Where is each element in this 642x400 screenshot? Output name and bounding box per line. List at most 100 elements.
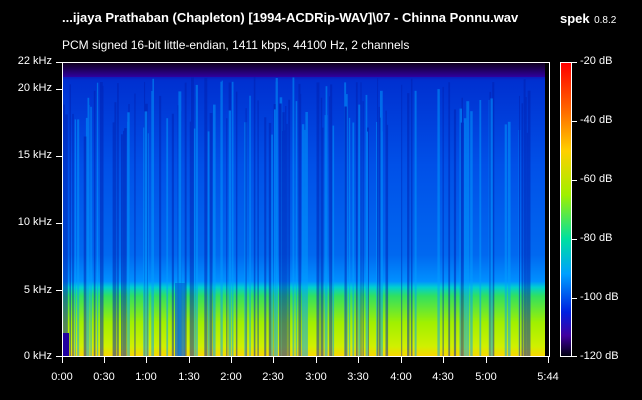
freq-label-22khz: 22 kHz <box>17 55 52 67</box>
time-label: 4:30 <box>432 371 454 383</box>
freq-tick <box>56 223 62 224</box>
freq-tick <box>56 156 62 157</box>
spectrogram-streak <box>437 89 440 356</box>
time-tick <box>401 357 402 363</box>
freq-tick <box>56 356 62 357</box>
spectrogram-streak <box>112 122 115 356</box>
spectrogram-streak <box>209 113 213 356</box>
db-label: -60 dB <box>580 173 613 185</box>
spectrogram-streak <box>523 79 526 356</box>
freq-label-0khz: 0 kHz <box>23 350 52 362</box>
spectrogram-streak <box>366 131 368 356</box>
db-tick <box>572 121 577 122</box>
spectrogram-streak <box>144 111 148 356</box>
db-tick <box>572 298 577 299</box>
spectrogram-streak <box>127 121 129 356</box>
spectrogram-streak <box>117 83 119 356</box>
spectrogram-streak <box>285 106 287 356</box>
spectrogram-streak <box>282 131 285 356</box>
spectrogram-streak <box>171 113 174 356</box>
db-label: -20 dB <box>580 55 613 67</box>
spectrogram-streak <box>414 90 417 356</box>
spectrogram-streak <box>191 77 194 356</box>
spectrogram-streak <box>324 115 328 356</box>
time-tick <box>548 357 549 363</box>
spectrogram-streak <box>257 100 259 356</box>
freq-label-10khz: 10 kHz <box>17 216 52 228</box>
time-label: 3:30 <box>347 371 369 383</box>
spectrogram-streak <box>300 93 302 356</box>
time-label: 5:44 <box>537 371 559 383</box>
spectrogram-streak <box>489 91 492 356</box>
time-tick <box>231 357 232 363</box>
db-colorbar <box>560 62 572 357</box>
spectrogram-streak <box>204 77 208 356</box>
spectrogram-streak <box>220 81 223 356</box>
spectrogram-streak <box>442 86 444 356</box>
db-tick <box>572 239 577 240</box>
spectrogram-streak <box>275 78 278 356</box>
spectrogram-streak <box>268 122 272 356</box>
spectrogram-streak <box>231 81 234 356</box>
freq-label-20khz: 20 kHz <box>17 82 52 94</box>
spectrogram-streak <box>127 112 130 356</box>
spectrogram-streak <box>286 123 288 356</box>
spectrogram[interactable] <box>62 62 550 357</box>
spectrogram-streak <box>69 84 71 356</box>
spectrogram-streak <box>207 131 210 356</box>
time-tick <box>189 357 190 363</box>
spectrogram-streak <box>386 124 389 356</box>
spectrogram-streak <box>124 128 127 356</box>
spectrogram-streak <box>376 122 378 356</box>
spectrogram-streak <box>93 90 96 356</box>
freq-tick <box>56 62 62 63</box>
spectrogram-streak <box>519 95 520 356</box>
spectrogram-streak <box>228 110 232 356</box>
spectrogram-streak <box>298 83 301 356</box>
app-name-label: spek <box>560 11 590 26</box>
spectrogram-streak <box>144 81 146 356</box>
db-label: -120 dB <box>580 350 619 362</box>
spectrogram-streak <box>507 121 511 356</box>
spectrogram-streak <box>466 101 470 356</box>
db-label: -100 dB <box>580 291 619 303</box>
db-tick <box>572 62 577 63</box>
spectrogram-streak <box>380 131 383 356</box>
spectrogram-streak <box>470 111 473 356</box>
spectrogram-streak <box>453 109 457 356</box>
db-tick <box>572 356 577 357</box>
time-label: 1:00 <box>135 371 157 383</box>
spectrogram-streak <box>521 103 524 356</box>
spectrogram-streak <box>332 125 335 356</box>
spectrogram-streak <box>407 93 410 356</box>
spectrogram-streak <box>330 84 333 356</box>
spectrogram-streak <box>264 117 267 356</box>
spectrogram-streak <box>195 84 198 356</box>
time-label: 4:00 <box>390 371 412 383</box>
spectrogram-streak <box>362 101 364 356</box>
time-label: 0:30 <box>93 371 115 383</box>
spectrogram-streak <box>329 96 331 356</box>
spectrogram-streak <box>151 91 154 356</box>
time-label: 1:30 <box>178 371 200 383</box>
db-colorbar-gradient <box>561 63 571 356</box>
time-label: 5:00 <box>475 371 497 383</box>
spectrogram-streak <box>72 113 74 356</box>
spectrogram-streak <box>301 124 305 356</box>
spectrogram-streak <box>504 124 507 356</box>
spectrogram-streak <box>358 104 361 356</box>
spectrogram-streak <box>90 106 92 356</box>
spectrogram-streak <box>270 134 273 356</box>
spectrogram-streak <box>184 82 187 356</box>
spectrogram-streak <box>249 95 251 356</box>
time-tick <box>358 357 359 363</box>
time-tick <box>104 357 105 363</box>
time-tick <box>316 357 317 363</box>
spectrogram-streak <box>292 77 295 356</box>
spectrogram-streak <box>490 98 493 356</box>
spectrogram-streak <box>159 95 162 356</box>
spectrogram-streak <box>189 121 192 356</box>
spectrogram-streak <box>379 117 381 356</box>
spectrogram-streak <box>448 82 451 356</box>
spectrogram-streak <box>352 122 355 356</box>
